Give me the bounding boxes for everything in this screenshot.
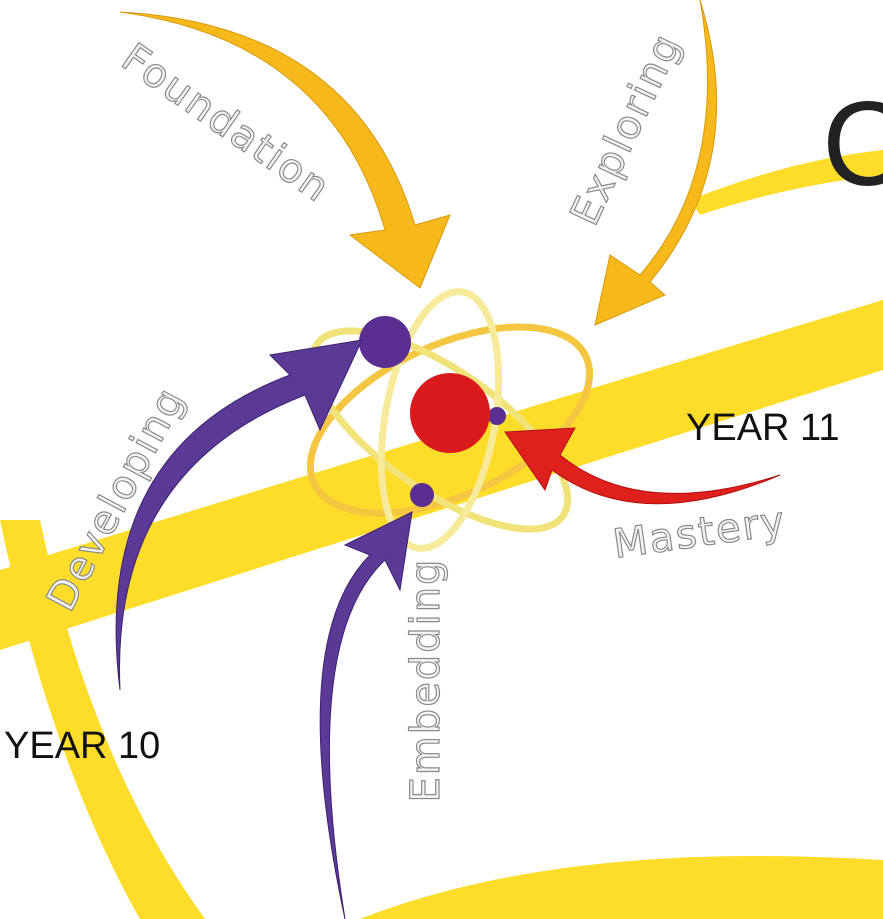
label-foundation: Foundation — [113, 35, 339, 212]
band-bottom — [360, 856, 883, 919]
label-exploring: Exploring — [562, 26, 691, 232]
atom-ball-red — [410, 373, 490, 453]
atom-ball-tiny — [488, 407, 506, 425]
atom-ball-small — [410, 483, 434, 507]
arrow-embedding — [320, 512, 412, 919]
year-10: YEAR 10 — [4, 725, 160, 767]
diagram: Foundation Exploring Developing Embeddin… — [0, 0, 883, 919]
heading: C — [822, 77, 883, 211]
label-embedding: Embedding — [403, 558, 449, 803]
atom-ball-purple — [359, 316, 411, 368]
label-mastery: Mastery — [610, 498, 789, 568]
year-11: YEAR 11 — [686, 407, 839, 449]
